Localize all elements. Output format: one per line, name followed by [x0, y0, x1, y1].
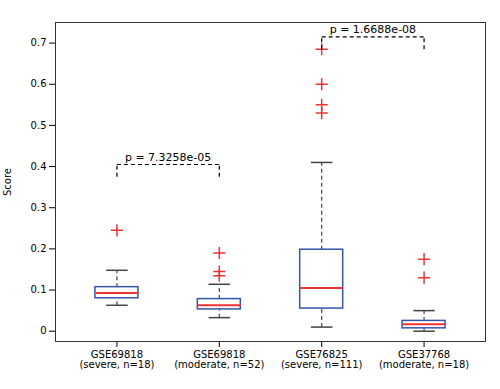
svg-text:GSE76825(severe, n=111): GSE76825(severe, n=111) — [281, 349, 363, 370]
svg-text:0.4: 0.4 — [31, 161, 47, 172]
svg-text:Score: Score — [2, 168, 13, 196]
svg-text:0.6: 0.6 — [31, 78, 47, 89]
svg-text:0.7: 0.7 — [31, 37, 47, 48]
svg-text:0.1: 0.1 — [31, 284, 47, 295]
svg-text:0: 0 — [40, 325, 46, 336]
svg-text:0.2: 0.2 — [31, 243, 47, 254]
svg-text:GSE37768(moderate, n=18): GSE37768(moderate, n=18) — [379, 349, 469, 370]
svg-text:GSE69818(moderate, n=52): GSE69818(moderate, n=52) — [174, 349, 264, 370]
svg-text:p = 7.3258e-05: p = 7.3258e-05 — [125, 151, 211, 164]
svg-text:0.5: 0.5 — [31, 120, 47, 131]
svg-text:p = 1.6688e-08: p = 1.6688e-08 — [330, 23, 416, 36]
svg-text:0.3: 0.3 — [31, 202, 47, 213]
svg-text:GSE69818(severe, n=18): GSE69818(severe, n=18) — [79, 349, 154, 370]
